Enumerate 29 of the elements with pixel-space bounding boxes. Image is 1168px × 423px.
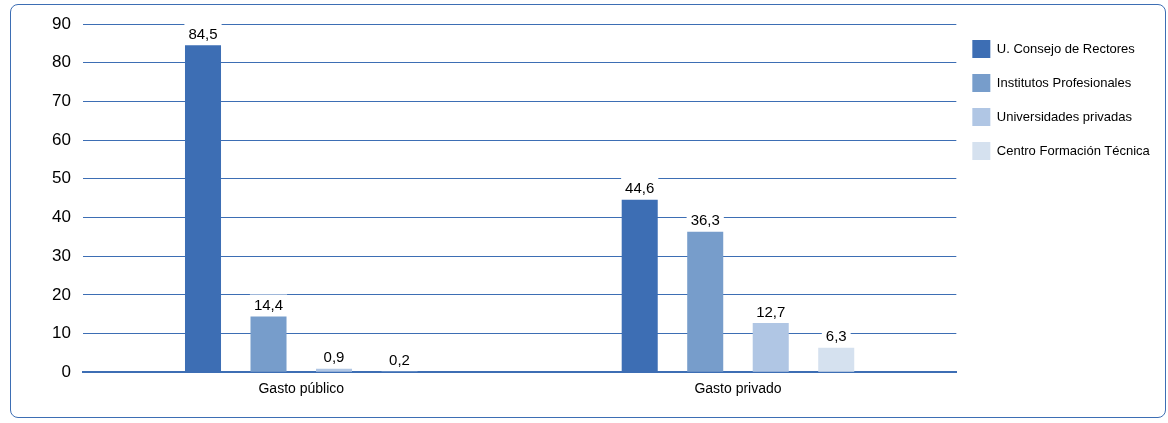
- data-label: 84,5: [188, 24, 218, 42]
- bar: [316, 368, 353, 372]
- y-tick-label: 80: [51, 52, 71, 72]
- data-label: 0,2: [389, 351, 410, 369]
- y-tick-label: 30: [51, 245, 71, 265]
- bar: [752, 323, 789, 372]
- legend-label: Centro Formación Técnica: [996, 142, 1151, 158]
- data-label: 36,3: [690, 211, 720, 229]
- data-label: 44,6: [625, 179, 655, 197]
- bar: [818, 347, 855, 372]
- y-tick-label: 10: [51, 323, 71, 343]
- y-tick-label: 60: [51, 129, 71, 149]
- y-tick-label: 70: [51, 91, 71, 111]
- x-tick-label: Gasto privado: [694, 380, 782, 397]
- bar: [687, 231, 724, 372]
- y-tick-label: 40: [51, 207, 71, 227]
- legend-label: Universidades privadas: [996, 108, 1133, 124]
- legend-label: Institutos Profesionales: [996, 74, 1132, 90]
- data-label: 12,7: [756, 302, 786, 320]
- legend-label: U. Consejo de Rectores: [996, 40, 1136, 56]
- data-label: 6,3: [825, 327, 847, 345]
- y-tick-label: 90: [51, 13, 71, 33]
- y-tick-label: 50: [51, 168, 71, 188]
- bar: [250, 316, 287, 372]
- y-tick-label: 0: [61, 361, 71, 381]
- x-tick-label: Gasto público: [258, 380, 345, 397]
- data-label: 14,4: [253, 296, 284, 314]
- data-label: 0,9: [323, 348, 345, 366]
- y-tick-label: 20: [51, 284, 71, 304]
